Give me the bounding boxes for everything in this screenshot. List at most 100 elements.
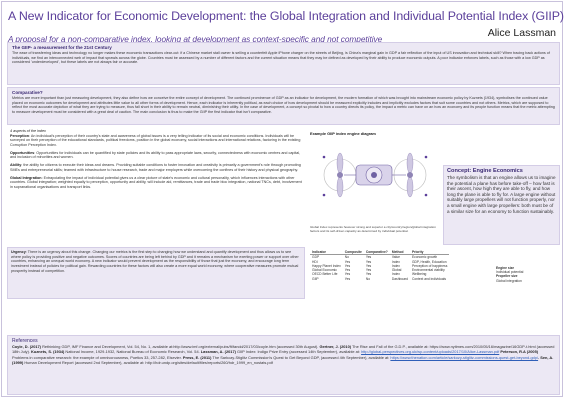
diagram-caption: Global Index represents however strong a…: [310, 225, 436, 233]
table-cell: No: [344, 255, 349, 260]
table-header: Priority: [409, 250, 450, 256]
diagram-dot-markers: [322, 155, 428, 197]
aspect-term: Ability: [10, 163, 22, 168]
table-cell: Yes: [365, 268, 372, 273]
propeller-left-icon: [323, 152, 357, 198]
ref-link[interactable]: http://global-perspectives.org.uk/wp-con…: [361, 349, 500, 355]
references-title: References: [12, 338, 38, 344]
table-cell: Yes: [344, 272, 351, 277]
poster-title: A New Indicator for Economic Development…: [8, 9, 564, 23]
section-body: Metrics are more important than just mea…: [12, 96, 555, 114]
side-note-label: Engine size: [496, 266, 515, 270]
table-cell: Yes: [344, 259, 351, 264]
aspect-opportunities: Opportunities: Opportunities for individ…: [10, 150, 301, 160]
table-cell: Yes: [365, 272, 372, 277]
aspect-text: the ability for citizens to execute thei…: [10, 163, 301, 172]
concept-body: The symbolism is that an engine allows u…: [447, 175, 556, 214]
section-body: The ease of transferring ideas and techn…: [12, 51, 550, 65]
aspect-term: Global Integration: [10, 175, 42, 180]
table-row: GDP No Yes Value Economic growth: [310, 255, 449, 260]
table-cell: Context and individuals: [411, 276, 447, 281]
table-cell: Index: [391, 272, 400, 277]
table-cell: OECD Better Life: [312, 272, 338, 277]
aspect-ability: Ability: the ability for citizens to exe…: [10, 163, 301, 172]
table-row: GIIP Yes No Dashboard Context and indivi…: [310, 277, 449, 281]
subtitle-row: A proposal for a non-comparative index, …: [8, 27, 560, 47]
table-cell: Index: [391, 263, 400, 268]
table-header: Comparative?: [363, 250, 390, 256]
ref-link[interactable]: https://www.thenation.com/article/sarkoz…: [390, 354, 539, 360]
indicator-comparison-table: Indicator Composite Comparative? Method …: [310, 250, 450, 281]
table-cell: Happy Planet Index: [312, 263, 341, 268]
side-note-text: Individual potential: [496, 270, 524, 275]
aspects-lead: 4 aspects of the index: [10, 129, 46, 133]
urgency-term: Urgency: [11, 250, 26, 254]
table-cell: GDP: [312, 255, 320, 260]
aspect-text: Extrapolating the impact of individual p…: [10, 175, 302, 189]
table-cell: Value: [391, 255, 401, 260]
table-cell: Dashboard: [391, 276, 408, 281]
concept-engine-economics: Concept: Engine Economics The symbolism …: [443, 165, 560, 245]
table-header: Composite: [342, 250, 364, 256]
table-cell: Yes: [365, 255, 372, 260]
table-cell: No: [365, 276, 371, 281]
table-header-row: Indicator Composite Comparative? Method …: [310, 250, 450, 256]
table-cell: Yes: [344, 276, 351, 281]
table-cell: Yes: [344, 268, 351, 273]
poster-subtitle: A proposal for a non-comparative index, …: [8, 34, 383, 44]
table-cell: Wellbeing: [411, 272, 427, 277]
ref-author: Lassman, A. (2017): [200, 349, 236, 355]
table-row: HDI Yes Yes Index GDP, Health, Education: [310, 260, 449, 264]
references-box: References Coyle, D. (2017) Rethinking G…: [7, 335, 560, 395]
ref-author: Press, E. (2011): [182, 354, 212, 360]
aspect-term: Opportunities: [10, 150, 35, 155]
engine-icon: [355, 164, 393, 186]
ref-text: Human Development Report (accessed 2nd S…: [23, 359, 273, 365]
urgency-box: Urgency: There is an urgency about this …: [7, 247, 305, 299]
diagram-title: Example GIIP index engine diagram: [310, 131, 376, 136]
references-text: Coyle, D. (2017) Rethinking GDP, IMF Fin…: [12, 344, 555, 365]
propeller-right-icon: [393, 152, 427, 198]
aspect-perception: Perception: An individual's perception o…: [10, 133, 301, 147]
table-row: OECD Better Life Yes Yes Index Wellbeing: [310, 272, 449, 276]
aspect-text: An individual's perception of their coun…: [10, 133, 301, 147]
table-cell: Perception of happiness: [411, 263, 448, 268]
table-cell: Environmental viability: [411, 268, 445, 273]
aspect-term: Perception: [10, 133, 30, 138]
ref-author: Peterson, R.A (2005): [499, 349, 539, 355]
engine-diagram: Example GIIP index engine diagram Glo: [310, 128, 440, 248]
table-cell: Economic growth: [411, 255, 438, 260]
table-cell: GIIP: [312, 276, 319, 281]
section-heading: The GIIP- a measurement for the 21st Cen…: [12, 45, 112, 50]
table-header: Indicator: [310, 250, 343, 256]
table-cell: GDP, Health, Education: [411, 259, 447, 264]
table-cell: Global Economic: [312, 268, 337, 273]
table-cell: Yes: [365, 259, 372, 264]
ref-author: Kuznets, S. (1934): [31, 349, 65, 355]
aspects-of-index: 4 aspects of the index Perception: An in…: [7, 128, 305, 240]
ref-text: The Rise and Fall of the G.D.P., availab…: [12, 344, 555, 355]
table-cell: Index: [391, 259, 400, 264]
urgency-text: There is an urgency about this change. C…: [11, 250, 299, 273]
table-cell: Yes: [365, 263, 372, 268]
side-note-label: Propeller size: [496, 274, 518, 279]
section-heading: Comparative?: [12, 90, 43, 95]
ref-author: Gertner, J. (2010): [319, 344, 352, 349]
urgency-text-block: Urgency: There is an urgency about this …: [11, 250, 299, 273]
engine-side-note: Engine size Individual potential Propell…: [496, 266, 556, 283]
ref-text: National Income, 1929-1932, National Bur…: [64, 349, 201, 355]
section-comparative: Comparative? Metrics are more important …: [7, 87, 560, 125]
table-cell: HDI: [312, 259, 318, 264]
author-name: Alice Lassman: [487, 27, 556, 39]
table-row: Happy Planet Index Yes Yes Index Percept…: [310, 264, 449, 268]
ref-text: GIIP Index: Indigo Prize Entry (accessed…: [235, 349, 362, 355]
table-header: Method: [389, 250, 410, 256]
side-note-text: Global integration: [496, 278, 522, 283]
ref-text: Rethinking GDP, IMF Finance and Developm…: [40, 344, 320, 349]
aspect-global-integration: Global Integration: Extrapolating the im…: [10, 175, 302, 189]
table-cell: Global: [391, 268, 402, 273]
table-cell: Yes: [344, 263, 351, 268]
ref-author: Coyle, D. (2017): [12, 344, 41, 349]
table-row: Global Economic Yes Yes Global Environme…: [310, 268, 449, 272]
